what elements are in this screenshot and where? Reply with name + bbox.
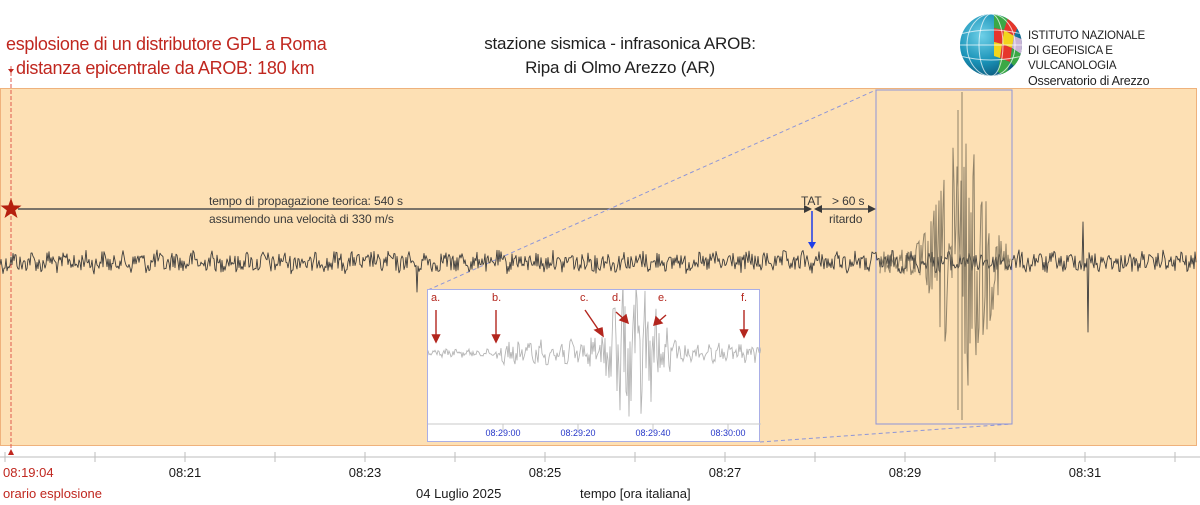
propagation-velocity-label: assumendo una velocità di 330 m/s: [209, 212, 394, 226]
explosion-label: orario esplosione: [3, 486, 103, 501]
station-title-line2: Ripa di Olmo Arezzo (AR): [525, 58, 715, 77]
propagation-time-label: tempo di propagazione teorica: 540 s: [209, 194, 403, 208]
x-axis-title: tempo [ora italiana]: [580, 486, 691, 501]
zoom-inset: a. b. c. d. e. f. 08:29:00 08:29:20 08:2…: [427, 289, 761, 442]
event-distance: distanza epicentrale da AROB: 180 km: [16, 58, 315, 78]
station-title-line1: stazione sismica - infrasonica AROB:: [484, 34, 756, 53]
logo-text: ISTITUTO NAZIONALE DI GEOFISICA E VULCAN…: [1028, 29, 1200, 89]
inset-tick-0: 08:29:00: [485, 428, 521, 438]
event-title: esplosione di un distributore GPL a Roma: [6, 34, 327, 54]
x-tick-label: 08:23: [348, 465, 382, 480]
date-label: 04 Luglio 2025: [416, 486, 502, 501]
x-tick-label: 08:25: [528, 465, 562, 480]
x-tick-label: 08:29: [888, 465, 922, 480]
marker-c: c.: [580, 292, 589, 304]
x-tick-label: 08:21: [168, 465, 202, 480]
inset-tick-2: 08:29:40: [635, 428, 671, 438]
explosion-star-icon: [0, 198, 22, 218]
explosion-time-label: 08:19:04: [3, 465, 54, 480]
marker-f: f.: [741, 292, 748, 304]
logo-line2: DI GEOFISICA E VULCANOLOGIA: [1028, 45, 1117, 72]
logo-line1: ISTITUTO NAZIONALE: [1028, 30, 1145, 42]
marker-b: b.: [492, 292, 502, 304]
marker-e: e.: [658, 292, 668, 304]
zoom-box: [875, 89, 1013, 425]
inset-tick-1: 08:29:20: [560, 428, 596, 438]
delay-sub-label: ritardo: [829, 212, 863, 226]
x-tick-label: 08:31: [1068, 465, 1102, 480]
seismic-trace: [0, 221, 1197, 333]
delay-label: > 60 s: [832, 194, 865, 208]
infrasound-burst: [879, 92, 1011, 420]
marker-d: d.: [612, 292, 622, 304]
inset-tick-3: 08:30:00: [710, 428, 746, 438]
tat-label: TAT: [801, 194, 822, 208]
logo-line3: Osservatorio di Arezzo: [1028, 74, 1150, 88]
globe-logo-icon: [958, 12, 1024, 78]
x-tick-label: 08:27: [708, 465, 742, 480]
marker-a: a.: [431, 292, 441, 304]
